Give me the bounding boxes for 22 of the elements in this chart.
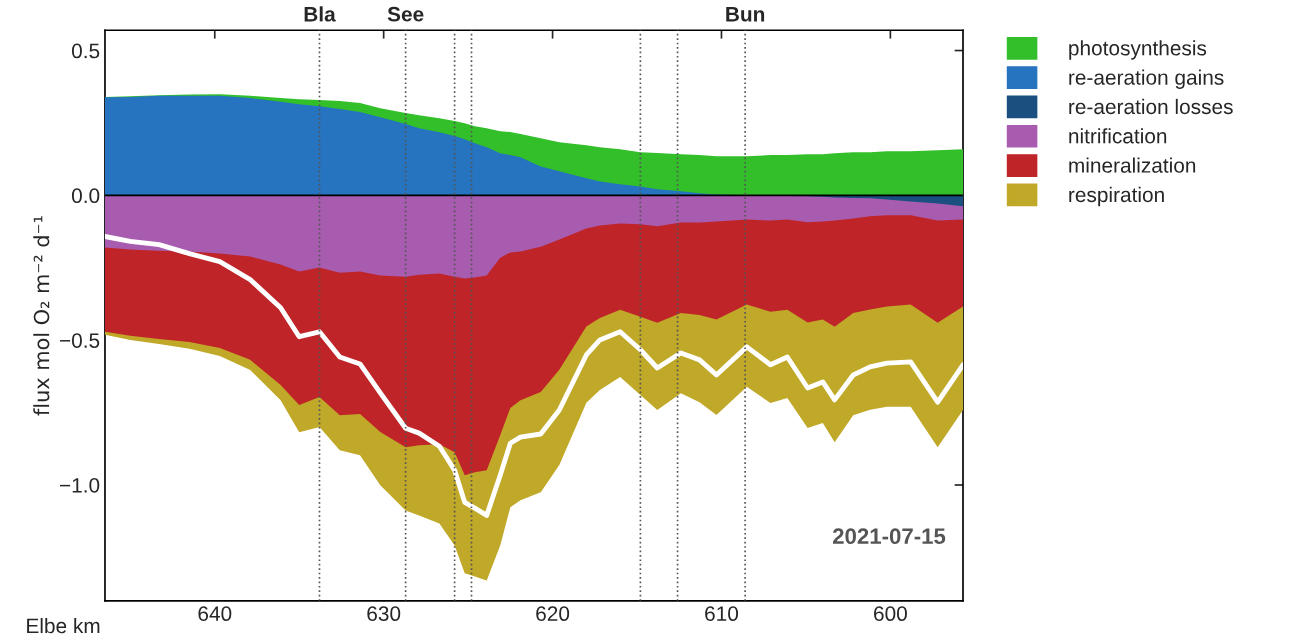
ref-line-label: Bun	[726, 7, 765, 22]
ref-line-label: Bla	[304, 6, 336, 22]
x-tick-label: 640	[198, 606, 232, 622]
x-tick-label: 600	[874, 606, 907, 622]
y-axis-title: flux mol O₂ m⁻² d⁻¹	[33, 216, 50, 416]
ref-line-label: See	[387, 6, 424, 22]
legend-label: re-aeration losses	[1069, 98, 1233, 115]
y-tick-label: 0.5	[71, 43, 100, 59]
y-tick-label: 0.0	[71, 188, 100, 204]
x-axis-title: Elbe km	[27, 617, 100, 634]
legend-label: photosynthesis	[1069, 40, 1207, 60]
legend-label: mineralization	[1069, 157, 1196, 173]
x-tick-label: 620	[536, 606, 570, 622]
legend-label: respiration	[1069, 186, 1164, 207]
y-tick-label: −1.0	[60, 478, 100, 493]
annotation: 2021-07-15	[832, 528, 946, 545]
y-tick-label: −0.5	[60, 333, 100, 348]
x-tick-label: 630	[367, 606, 401, 622]
line-series	[104, 234, 963, 518]
legend-label: re-aeration gains	[1069, 69, 1224, 89]
legend-label: nitrification	[1069, 128, 1167, 144]
x-tick-label: 610	[705, 606, 739, 622]
